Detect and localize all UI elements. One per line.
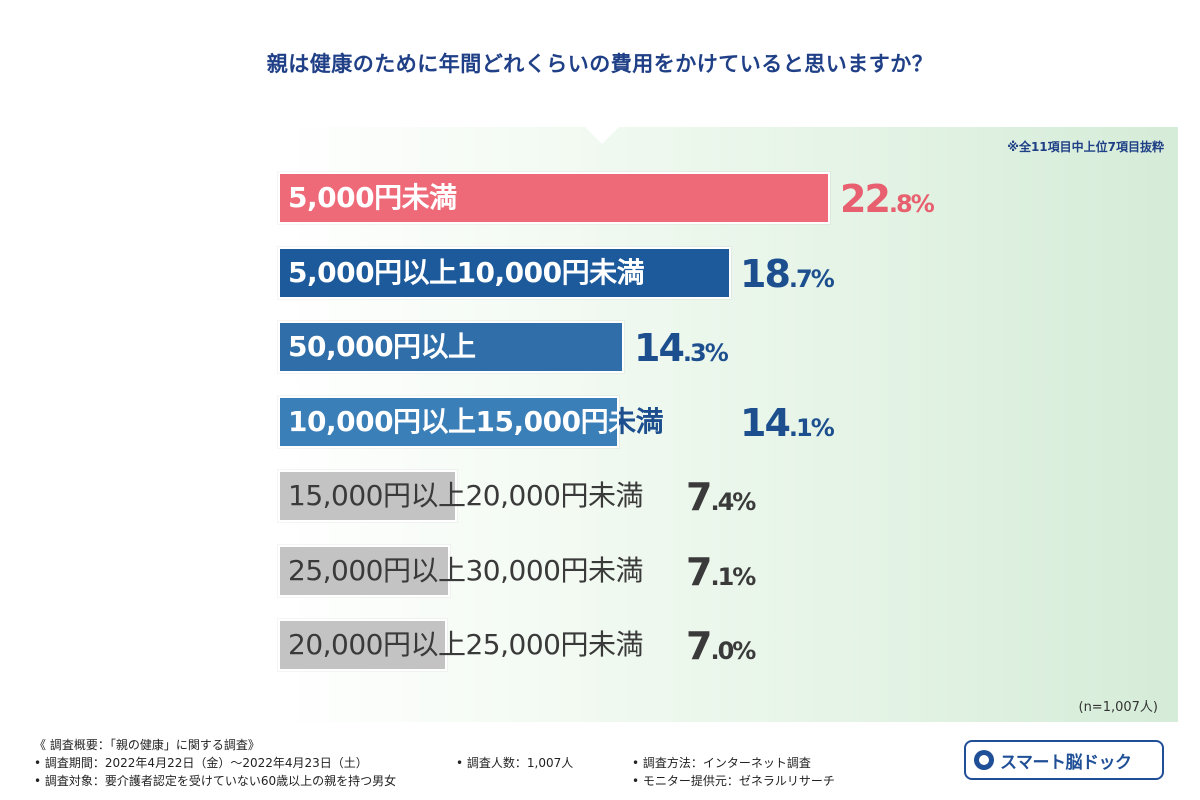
bar-6 [278,545,450,597]
brand-logo: スマート脳ドック [964,740,1164,780]
value-label-1: 22.8% [840,177,935,221]
category-label-4: 10,000円以上15,000円未満 [288,396,664,448]
value-label-6: 7.1% [686,550,756,594]
value-label-4: 14.1% [740,401,835,445]
value-label-7: 7.0% [686,624,756,668]
category-label-2: 5,000円以上10,000円未満 [288,256,645,289]
panel-notch [584,126,620,144]
survey-method: • 調査方法：インターネット調査 [632,756,811,770]
survey-respondents: • 調査人数：1,007人 [456,756,574,770]
sample-size-label: (n=1,007人) [1078,700,1159,715]
category-label-3: 50,000円以上 [288,330,476,363]
value-label-5: 7.4% [686,475,756,519]
bar-3 [278,321,624,373]
category-label-7: 20,000円以上25,000円未満 [288,628,643,661]
bar-7 [278,619,447,671]
chart-title: 親は健康のために年間どれくらいの費用をかけていると思いますか？ [266,52,934,76]
bar-1 [278,172,830,224]
value-label-2: 18.7% [740,252,835,296]
survey-provider: • モニター提供元：ゼネラルリサーチ [632,774,835,788]
bar-2 [278,247,731,299]
brain-dock-icon [974,750,994,770]
bar-5 [278,470,457,522]
survey-period: • 調査期間：2022年4月22日（金）～2022年4月23日（土） [34,756,368,770]
survey-target: • 調査対象：要介護者認定を受けていない60歳以上の親を持つ男女 [34,774,397,788]
value-label-3: 14.3% [634,326,729,370]
excerpt-note: ※全11項目中上位7項目抜粋 [1007,140,1164,154]
survey-overview: 《 調査概要：「親の健康」に関する調査》 [34,738,260,752]
category-label-5: 15,000円以上20,000円未満 [288,479,643,512]
bar-4 [278,396,619,448]
category-label-6: 25,000円以上30,000円未満 [288,554,643,587]
brand-logo-text: スマート脳ドック [1000,752,1132,773]
category-label-1: 5,000円未満 [288,181,457,214]
